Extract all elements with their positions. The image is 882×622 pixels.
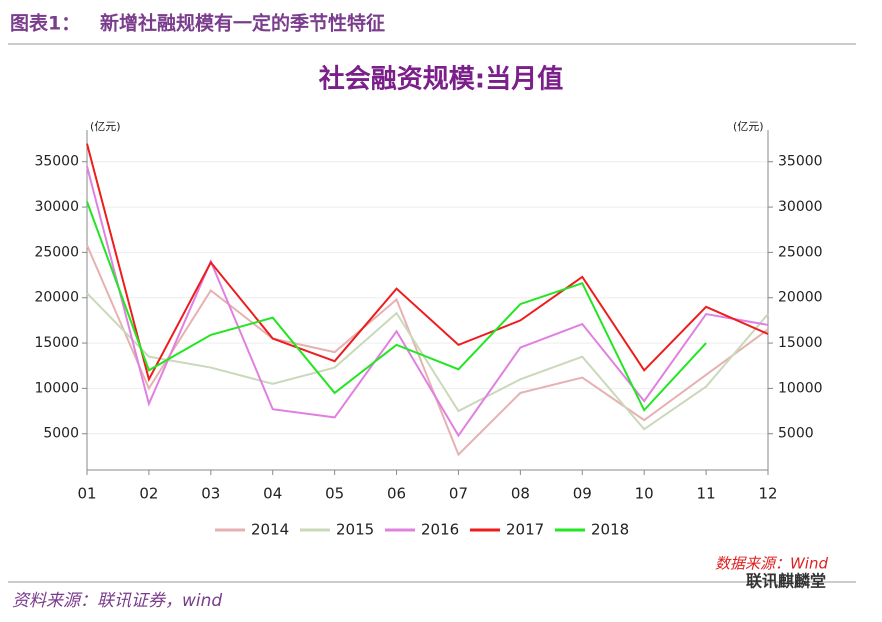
legend-label: 2017 <box>506 521 544 539</box>
x-tick-label: 05 <box>325 485 344 503</box>
y2-tick-label: 20000 <box>778 290 823 306</box>
y-tick-label: 25000 <box>34 244 79 260</box>
series-line <box>86 143 769 383</box>
x-tick-label: 11 <box>697 485 716 503</box>
chart-title: 社会融资规模:当月值 <box>319 64 563 95</box>
x-tick-label: 06 <box>387 485 406 503</box>
series-line <box>86 201 707 412</box>
y-axis-label: (亿元) <box>90 120 121 133</box>
x-tick-label: 12 <box>758 485 777 503</box>
x-tick-label: 02 <box>139 485 158 503</box>
y2-tick-label: 35000 <box>778 154 823 170</box>
header-title: 新增社融规模有一定的季节性特征 <box>100 12 385 35</box>
y-tick-label: 20000 <box>34 290 79 306</box>
y2-tick-label: 10000 <box>778 380 823 396</box>
y-tick-label: 5000 <box>43 426 79 442</box>
legend-label: 2015 <box>336 521 374 539</box>
series-line <box>86 244 769 457</box>
x-tick-label: 08 <box>511 485 530 503</box>
y2-tick-label: 15000 <box>778 335 823 351</box>
x-tick-label: 01 <box>77 485 96 503</box>
y2-tick-label: 25000 <box>778 244 823 260</box>
y-tick-label: 35000 <box>34 154 79 170</box>
legend-label: 2016 <box>421 521 459 539</box>
x-tick-label: 03 <box>201 485 220 503</box>
series-line <box>86 166 769 438</box>
y-tick-label: 10000 <box>34 380 79 396</box>
watermark: 联讯麒麟堂 <box>746 572 826 591</box>
x-tick-label: 04 <box>263 485 282 503</box>
y2-tick-label: 5000 <box>778 426 814 442</box>
x-tick-label: 07 <box>449 485 468 503</box>
legend-label: 2018 <box>591 521 629 539</box>
x-tick-label: 10 <box>635 485 654 503</box>
y2-tick-label: 30000 <box>778 199 823 215</box>
header-label: 图表1： <box>10 12 80 35</box>
source-note: 数据来源：Wind <box>715 555 829 573</box>
x-tick-label: 09 <box>573 485 592 503</box>
y-tick-label: 30000 <box>34 199 79 215</box>
footer: 资料来源：联讯证券，wind <box>12 591 222 611</box>
series-line <box>86 292 769 431</box>
y-tick-label: 15000 <box>34 335 79 351</box>
legend-label: 2014 <box>251 521 289 539</box>
plot: 5000 10000 15000 20000 25000 30000 35000 5000 10… <box>34 130 823 539</box>
y2-axis-label: (亿元) <box>733 120 764 133</box>
